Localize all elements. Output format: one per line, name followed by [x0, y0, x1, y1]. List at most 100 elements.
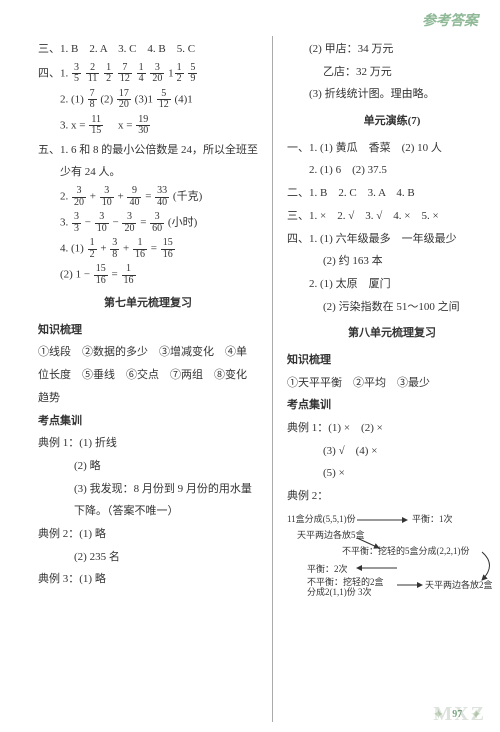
knowledge-heading-r: 知识梳理: [287, 351, 497, 370]
op: +: [123, 243, 132, 255]
label: 2.: [60, 191, 68, 203]
sec5-4: 4. (1) 12 + 38 + 116 = 1516: [38, 238, 258, 260]
sec5-1b: 少有 24 人。: [38, 163, 258, 182]
label: 四、1.: [38, 67, 68, 79]
frac: 1930: [136, 115, 150, 137]
op: =: [145, 191, 154, 203]
unit: (小时): [168, 217, 197, 229]
y2: 二、1. B 2. C 3. A 4. B: [287, 184, 497, 203]
unit8-title: 第八单元梳理复习: [287, 324, 497, 343]
frac: 310: [95, 212, 109, 234]
y1b: 2. (1) 6 (2) 37.5: [287, 161, 497, 180]
label: 4. (1): [60, 243, 84, 255]
frac: 116: [133, 238, 147, 260]
frac: 59: [188, 63, 197, 85]
frac: 940: [127, 186, 141, 208]
op: =: [151, 243, 160, 255]
ex1b: (2) 略: [38, 457, 258, 476]
knowledge-2: 位长度 ⑤垂线 ⑥交点 ⑦两组 ⑧变化: [38, 366, 258, 385]
sec5-3: 3. 33 − 310 − 320 = 360 (小时): [38, 212, 258, 234]
op: −: [112, 217, 121, 229]
op: +: [90, 191, 99, 203]
knowledge-3: 趋势: [38, 389, 258, 408]
r2: 乙店：32 万元: [287, 63, 497, 82]
op: +: [117, 191, 126, 203]
frac: 3340: [155, 186, 169, 208]
flowchart: 11盒分成(5,5,1)份 平衡：1次 天平两边各放5盒 不平衡：挖轻的5盒分成…: [287, 510, 497, 600]
label: (3)1: [135, 93, 153, 105]
frac: 14: [137, 63, 146, 85]
knowledge-r1: ①天平平衡 ②平均 ③最少: [287, 374, 497, 393]
node: 不平衡：挖轻的5盒分成(2,2,1)份: [342, 544, 470, 557]
ex1d: 下降。（答案不唯一）: [38, 502, 258, 521]
ex2b: (2) 235 名: [38, 548, 258, 567]
frac: 320: [72, 186, 86, 208]
mixed-int: 1: [168, 67, 174, 79]
sec5-4b: (2) 1 − 1516 = 116: [38, 264, 258, 286]
label: (4)1: [174, 93, 192, 105]
exam-heading: 考点集训: [38, 412, 258, 431]
node: 平衡：1次: [412, 512, 453, 525]
frac: 33: [72, 212, 81, 234]
label: 3. x =: [60, 119, 85, 131]
unit7-title: 第七单元梳理复习: [38, 294, 258, 313]
label: 2. (1): [60, 93, 84, 105]
frac: 78: [88, 89, 97, 111]
frac: 320: [150, 63, 164, 85]
left-column: 三、1. B 2. A 3. C 4. B 5. C 四、1. 35 211 1…: [30, 36, 273, 722]
dl1b: (3) √ (4) ×: [287, 442, 497, 461]
frac: 211: [86, 63, 100, 85]
r3: (3) 折线统计图。理由略。: [287, 85, 497, 104]
node: 天平两边各放2盒: [425, 578, 493, 591]
sec3: 三、1. B 2. A 3. C 4. B 5. C: [38, 40, 258, 59]
frac: 1115: [89, 115, 103, 137]
dl2: 典例 2：: [287, 487, 497, 506]
dl1c: (5) ×: [287, 464, 497, 483]
page-header: 参考答案: [422, 10, 478, 30]
op: =: [112, 269, 121, 281]
frac: 310: [100, 186, 114, 208]
ex2a: 典例 2：(1) 略: [38, 525, 258, 544]
node: 天平两边各放5盒: [297, 528, 365, 541]
watermark: MXZ: [433, 703, 486, 726]
sec5-2: 2. 320 + 310 + 940 = 3340 (千克): [38, 186, 258, 208]
y4b: (2) 约 163 本: [287, 252, 497, 271]
dl1: 典例 1：(1) × (2) ×: [287, 419, 497, 438]
exam-heading-r: 考点集训: [287, 396, 497, 415]
unit7-practice-title: 单元演练(7): [287, 112, 497, 131]
ex3a: 典例 3：(1) 略: [38, 570, 258, 589]
frac: 35: [72, 63, 81, 85]
r1: (2) 甲店：34 万元: [287, 40, 497, 59]
op: +: [100, 243, 109, 255]
page-body: 三、1. B 2. A 3. C 4. B 5. C 四、1. 35 211 1…: [0, 0, 500, 732]
frac: 12: [175, 63, 184, 85]
sec4-1: 四、1. 35 211 12 712 14 320 112 59: [38, 63, 258, 85]
label: x =: [107, 119, 132, 131]
knowledge-1: ①线段 ②数据的多少 ③增减变化 ④单: [38, 343, 258, 362]
node: 平衡：2次: [307, 562, 348, 575]
y3: 三、1. × 2. √ 3. √ 4. × 5. ×: [287, 207, 497, 226]
ex1c: (3) 我发现：8 月份到 9 月份的用水量: [38, 480, 258, 499]
op: =: [140, 217, 149, 229]
frac: 712: [118, 63, 132, 85]
frac: 360: [150, 212, 164, 234]
label: (2) 1 −: [60, 269, 90, 281]
knowledge-heading: 知识梳理: [38, 321, 258, 340]
sec5-1a: 五、1. 6 和 8 的最小公倍数是 24，所以全班至: [38, 141, 258, 160]
label: (2): [100, 93, 113, 105]
sec4-2: 2. (1) 78 (2) 1720 (3)1 512 (4)1: [38, 89, 258, 111]
frac: 1516: [94, 264, 108, 286]
frac: 320: [122, 212, 136, 234]
label: 3.: [60, 217, 68, 229]
frac: 1516: [161, 238, 175, 260]
frac: 38: [110, 238, 119, 260]
frac: 12: [104, 63, 113, 85]
ex1a: 典例 1：(1) 折线: [38, 434, 258, 453]
frac: 1720: [117, 89, 131, 111]
node: 11盒分成(5,5,1)份: [287, 512, 356, 525]
y4c: 2. (1) 太原 厦门: [287, 275, 497, 294]
node: 不平衡：挖轻的2盒 分成2(1,1)份 3次: [307, 578, 384, 598]
y4a: 四、1. (1) 六年级最多 一年级最少: [287, 230, 497, 249]
unit: (千克): [173, 191, 202, 203]
frac: 512: [157, 89, 171, 111]
